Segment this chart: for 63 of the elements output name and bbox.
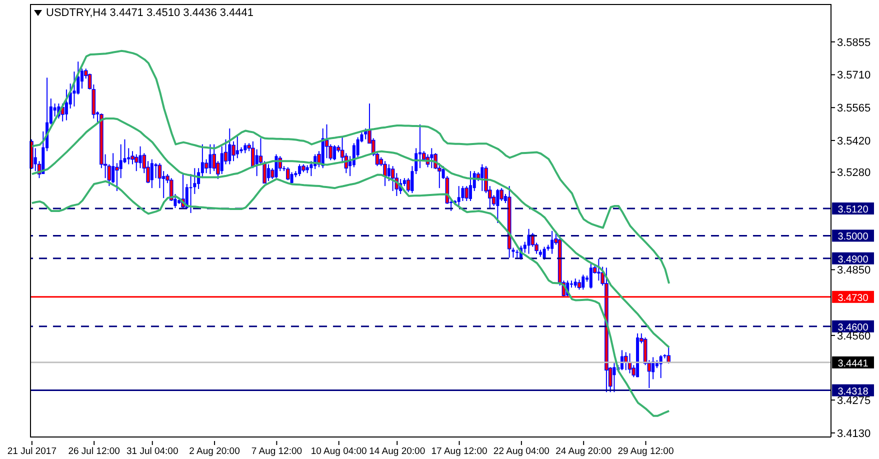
x-tick-label: 26 Jul 12:00 bbox=[68, 446, 120, 457]
x-tick-label: 22 Aug 04:00 bbox=[493, 446, 550, 457]
y-tick-label: 3.4130 bbox=[837, 428, 871, 440]
x-tick-label: 29 Aug 12:00 bbox=[618, 446, 674, 457]
y-tick-label: 3.5565 bbox=[837, 102, 871, 115]
candlestick bbox=[574, 278, 577, 288]
candlestick bbox=[228, 128, 232, 165]
x-tick-label: 7 Aug 12:00 bbox=[251, 446, 302, 457]
candlestick bbox=[208, 144, 212, 175]
chart-title: USDTRY,H4 3.4471 3.4510 3.4436 3.4441 bbox=[46, 7, 254, 19]
x-tick-label: 14 Aug 20:00 bbox=[369, 446, 426, 457]
x-tick-label: 10 Aug 04:00 bbox=[310, 446, 367, 457]
candlestick bbox=[457, 186, 460, 206]
candlestick bbox=[232, 140, 236, 162]
y-tick-label: 3.5710 bbox=[837, 70, 871, 82]
candlestick bbox=[244, 142, 247, 154]
ref-line-label: 3.5120 bbox=[838, 204, 869, 216]
candlestick bbox=[134, 154, 138, 172]
candlestick bbox=[127, 148, 130, 165]
candlestick bbox=[496, 188, 500, 224]
candlestick bbox=[80, 68, 84, 90]
candlestick bbox=[64, 88, 68, 121]
candlestick bbox=[468, 170, 472, 202]
candlestick bbox=[387, 164, 390, 182]
ref-line-label: 3.5000 bbox=[838, 232, 869, 243]
y-tick-label: 3.5420 bbox=[837, 135, 871, 148]
line-series bbox=[30, 50, 670, 285]
candlestick bbox=[72, 71, 76, 107]
candlestick bbox=[286, 166, 290, 181]
candlestick bbox=[298, 164, 302, 177]
x-tick-label: 31 Jul 04:00 bbox=[126, 446, 178, 457]
candlestick bbox=[410, 166, 414, 194]
y-tick-label: 3.5280 bbox=[837, 167, 871, 180]
x-tick-label: 21 Jul 2017 bbox=[7, 446, 57, 457]
candlestick bbox=[480, 164, 484, 192]
x-tick-label: 24 Aug 20:00 bbox=[556, 446, 612, 457]
x-tick-label: 17 Aug 12:00 bbox=[431, 446, 488, 457]
candlestick bbox=[236, 136, 239, 159]
candlestick bbox=[666, 346, 671, 364]
candlestick bbox=[119, 144, 122, 179]
candlestick bbox=[138, 146, 142, 169]
candlestick bbox=[76, 61, 80, 95]
y-tick-label: 3.4275 bbox=[837, 394, 871, 407]
line-series bbox=[30, 117, 670, 348]
ref-line-label: 3.4441 bbox=[838, 358, 869, 370]
ref-line-label: 3.4730 bbox=[838, 292, 869, 304]
candlestick bbox=[550, 230, 554, 254]
candlestick bbox=[390, 166, 395, 192]
candlestick bbox=[383, 160, 387, 187]
candlestick bbox=[597, 258, 600, 282]
y-tick-label: 3.4850 bbox=[837, 264, 871, 277]
ref-line-label: 3.4900 bbox=[838, 254, 869, 266]
candlestick bbox=[612, 362, 616, 393]
y-tick-label: 3.5855 bbox=[837, 36, 871, 49]
candlestick bbox=[461, 186, 464, 202]
candlestick bbox=[464, 186, 469, 202]
candlestick bbox=[589, 263, 592, 290]
x-tick-label: 2 Aug 20:00 bbox=[189, 446, 240, 457]
candlestick bbox=[430, 148, 434, 169]
ref-line-label: 3.4318 bbox=[838, 386, 869, 398]
candlestick bbox=[112, 152, 115, 184]
candlestick bbox=[582, 274, 585, 290]
candlestick bbox=[150, 158, 154, 189]
